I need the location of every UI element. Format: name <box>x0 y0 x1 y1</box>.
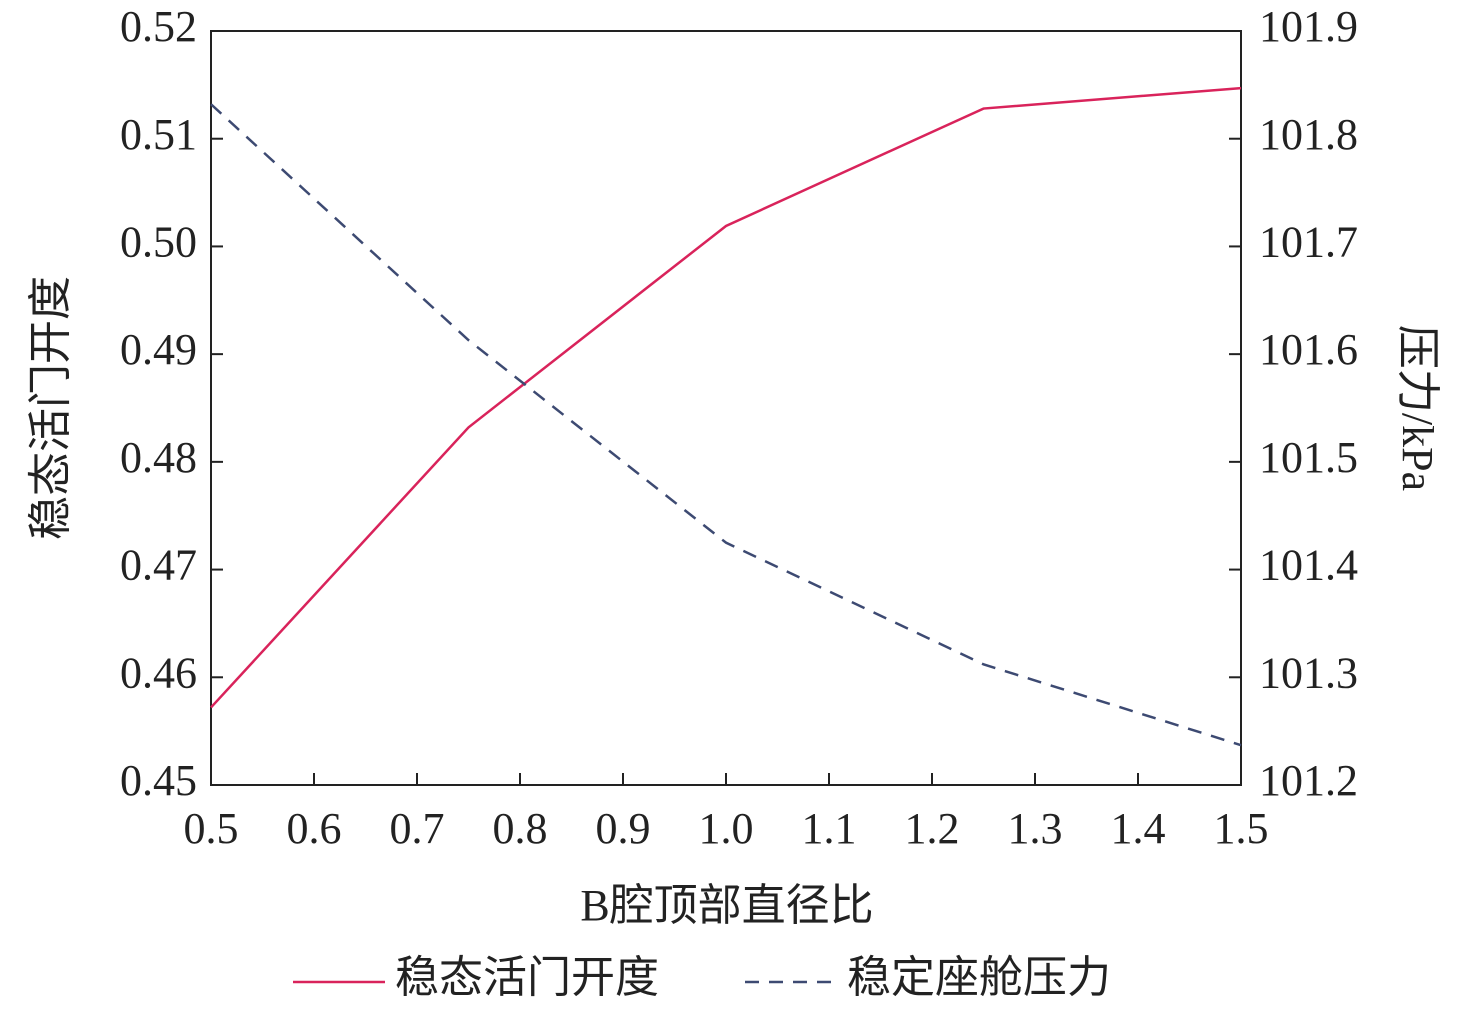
x-tick-label: 0.7 <box>390 804 445 853</box>
y-tick-label: 0.45 <box>120 756 197 805</box>
x-tick-label: 0.5 <box>184 804 239 853</box>
y2-tick-label: 101.9 <box>1259 2 1358 51</box>
legend-label: 稳态活门开度 <box>395 953 659 1002</box>
y2-tick-label: 101.5 <box>1259 433 1358 482</box>
series-line <box>210 103 1242 747</box>
y-axis-label: 稳态活门开度 <box>26 276 75 540</box>
legend-label: 稳定座舱压力 <box>847 953 1111 1002</box>
x-tick-label: 0.9 <box>596 804 651 853</box>
y-tick-label: 0.52 <box>120 2 197 51</box>
y2-tick-label: 101.3 <box>1259 648 1358 697</box>
x-tick-label: 1.3 <box>1008 804 1063 853</box>
y2-tick-label: 101.7 <box>1259 218 1358 267</box>
x-tick-label: 1.2 <box>905 804 960 853</box>
x-tick-label: 1.1 <box>802 804 857 853</box>
y-tick-label: 0.47 <box>120 541 197 590</box>
x-axis-label: B腔顶部直径比 <box>580 881 873 930</box>
x-tick-label: 0.8 <box>493 804 548 853</box>
y-tick-label: 0.51 <box>120 110 197 159</box>
series-line <box>210 86 1242 709</box>
y-tick-label: 0.48 <box>120 433 197 482</box>
y2-tick-label: 101.2 <box>1259 756 1358 805</box>
y2-tick-label: 101.8 <box>1259 110 1358 159</box>
x-tick-label: 1.5 <box>1214 804 1269 853</box>
y2-axis-label: 压力/kPa <box>1393 325 1442 491</box>
x-tick-label: 1.4 <box>1111 804 1166 853</box>
plot-frame <box>210 30 1242 786</box>
x-tick-label: 0.6 <box>287 804 342 853</box>
y2-tick-label: 101.4 <box>1259 541 1358 590</box>
y2-tick-label: 101.6 <box>1259 325 1358 374</box>
y-tick-label: 0.46 <box>120 648 197 697</box>
x-tick-label: 1.0 <box>699 804 754 853</box>
y-tick-label: 0.50 <box>120 218 197 267</box>
y-tick-label: 0.49 <box>120 325 197 374</box>
